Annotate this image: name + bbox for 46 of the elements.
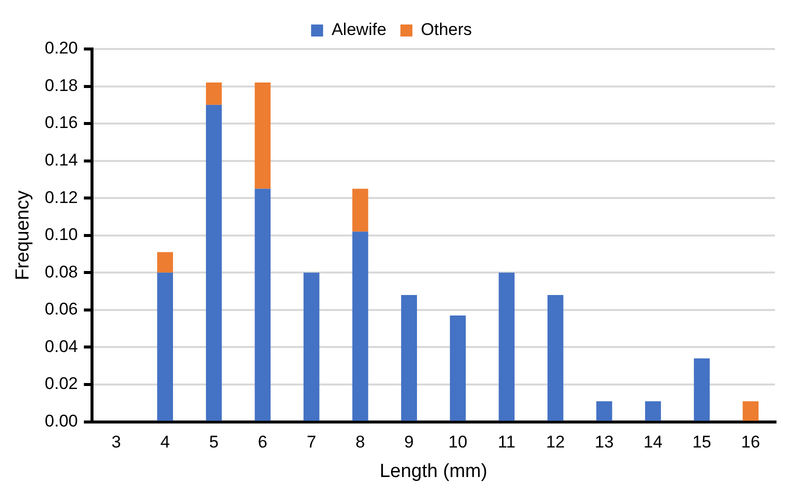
x-tick-label: 7 [306,432,316,452]
bar [742,401,759,421]
x-tick-label: 12 [546,432,565,452]
y-tick-label: 0.02 [44,374,78,394]
y-tick-label: 0.18 [44,76,78,95]
y-tick-label: 0.06 [44,300,78,319]
bar [352,188,368,232]
y-tick-label: 0.04 [44,336,78,356]
bar [157,272,174,421]
bar [548,295,564,421]
bar [206,82,222,105]
x-tick-label: 9 [404,432,414,452]
x-tick-label: 15 [692,432,712,452]
y-tick-label: 0.00 [44,411,78,430]
x-tick-label: 13 [594,432,614,452]
legend-label: Alewife [332,20,386,40]
y-tick-label: 0.16 [44,113,78,132]
x-tick-label: 4 [160,432,170,452]
bar [254,188,271,421]
bar [206,104,222,421]
bar [157,252,174,273]
bar [694,358,710,421]
x-axis-title: Length (mm) [380,460,488,482]
y-tick-label: 0.14 [44,150,78,170]
x-tick-label: 8 [356,432,365,452]
y-tick-label: 0.12 [44,188,78,207]
x-tick-label: 6 [258,432,268,452]
x-tick-label: 16 [741,432,760,452]
bar [450,316,466,421]
bar [401,295,417,421]
y-tick-label: 0.08 [44,262,78,282]
bar [304,272,320,421]
bar [596,401,612,421]
x-tick-label: 14 [644,432,662,452]
y-tick-label: 0.10 [44,225,78,244]
x-tick-label: 11 [498,432,516,452]
bar [498,272,515,421]
x-tick-label: 10 [448,432,468,452]
x-tick-label: 3 [112,432,122,452]
x-tick-label: 5 [209,432,219,452]
bar [352,232,368,421]
legend-label: Others [420,20,472,40]
y-axis-title: Frequency [12,190,34,280]
bar [254,82,271,189]
bar [645,401,661,421]
y-tick-label: 0.20 [44,38,78,58]
